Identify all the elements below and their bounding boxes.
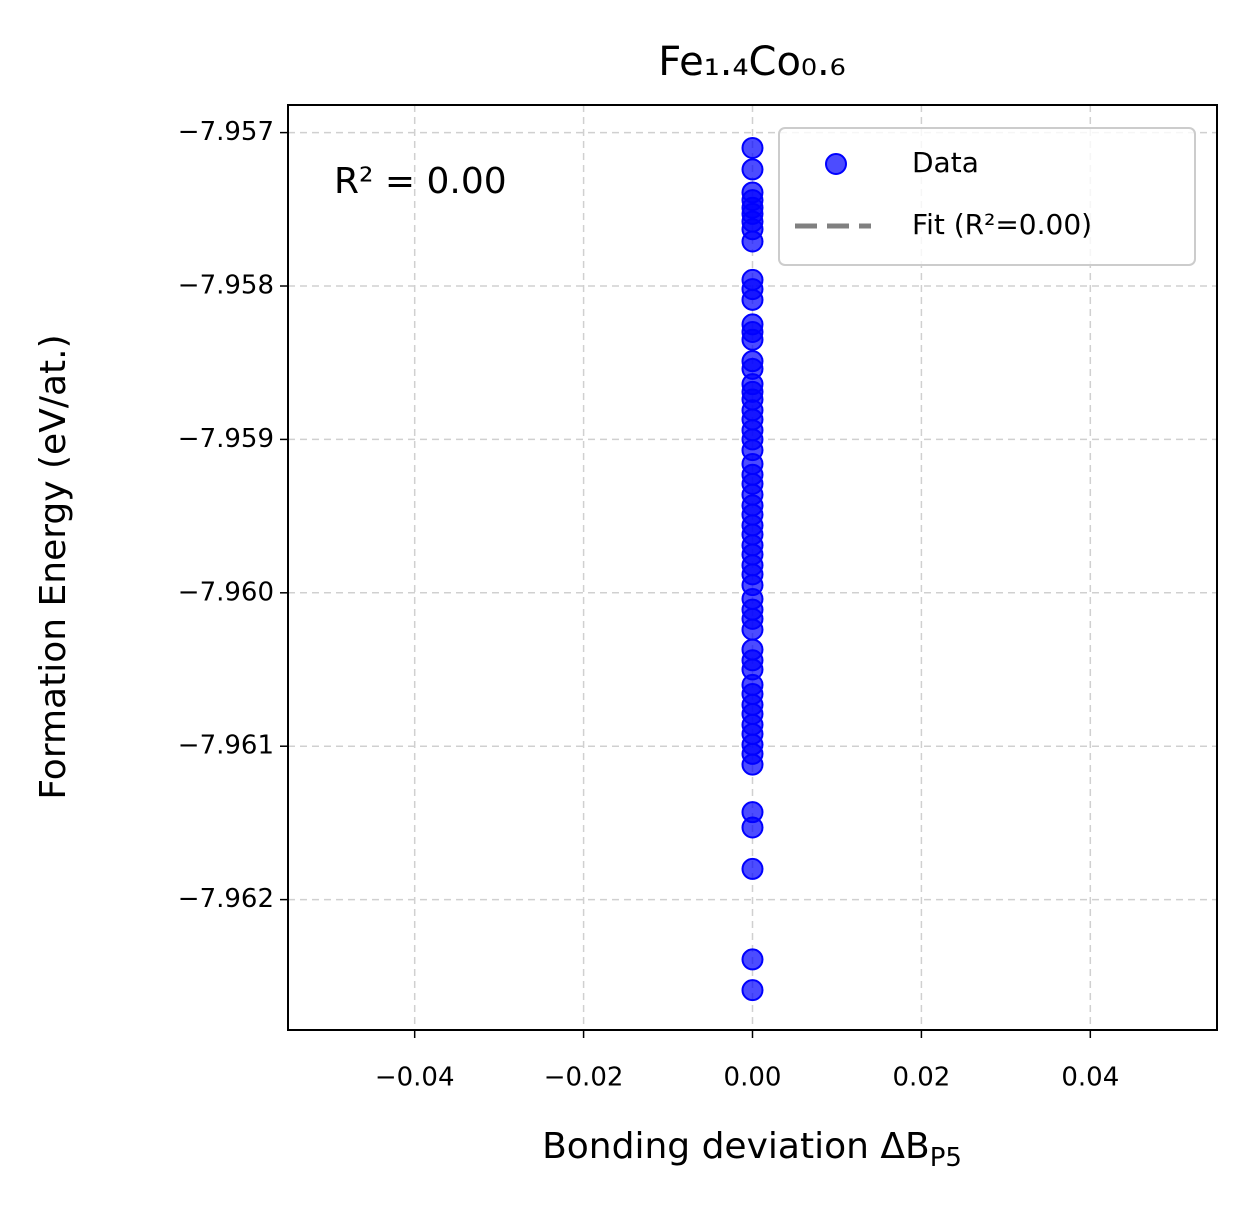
data-point bbox=[741, 979, 764, 1002]
y-tick-label: −7.962 bbox=[178, 884, 274, 914]
legend-frame bbox=[778, 127, 1196, 266]
y-tick-label: −7.961 bbox=[178, 731, 274, 761]
data-point bbox=[741, 158, 764, 181]
y-axis-label: Formation Energy (eV/at.) bbox=[33, 334, 74, 799]
y-tick-label: −7.960 bbox=[178, 577, 274, 607]
x-tick-label: 0.00 bbox=[724, 1063, 782, 1093]
chart-title: Fe₁.₄Co₀.₆ bbox=[658, 39, 845, 85]
annotation: R² = 0.00 bbox=[334, 161, 507, 202]
data-point bbox=[741, 136, 764, 159]
x-axis-label: Bonding deviation ΔBP5 bbox=[542, 1126, 962, 1173]
plot-frame bbox=[287, 104, 1218, 1031]
y-tick-label: −7.959 bbox=[178, 424, 274, 454]
data-point bbox=[741, 618, 764, 641]
data-point bbox=[741, 328, 764, 351]
data-point bbox=[741, 816, 764, 839]
x-axis-label-text: Bonding deviation ΔB bbox=[542, 1126, 930, 1167]
x-tick-label: −0.02 bbox=[544, 1063, 624, 1093]
x-tick-label: 0.04 bbox=[1061, 1063, 1119, 1093]
data-point bbox=[741, 753, 764, 776]
x-tick-label: 0.02 bbox=[892, 1063, 950, 1093]
legend-label: Data bbox=[912, 146, 979, 179]
legend-marker bbox=[825, 153, 847, 175]
legend: Data Fit (R²=0.00) bbox=[778, 127, 1196, 266]
data-point bbox=[741, 948, 764, 971]
data-point bbox=[741, 288, 764, 311]
y-tick-label: −7.957 bbox=[178, 117, 274, 147]
x-tick-label: −0.04 bbox=[375, 1063, 455, 1093]
x-axis-label-sub: P5 bbox=[930, 1143, 962, 1173]
data-point bbox=[741, 857, 764, 880]
data-point bbox=[741, 230, 764, 253]
y-tick-label: −7.958 bbox=[178, 271, 274, 301]
legend-label: Fit (R²=0.00) bbox=[912, 208, 1092, 241]
